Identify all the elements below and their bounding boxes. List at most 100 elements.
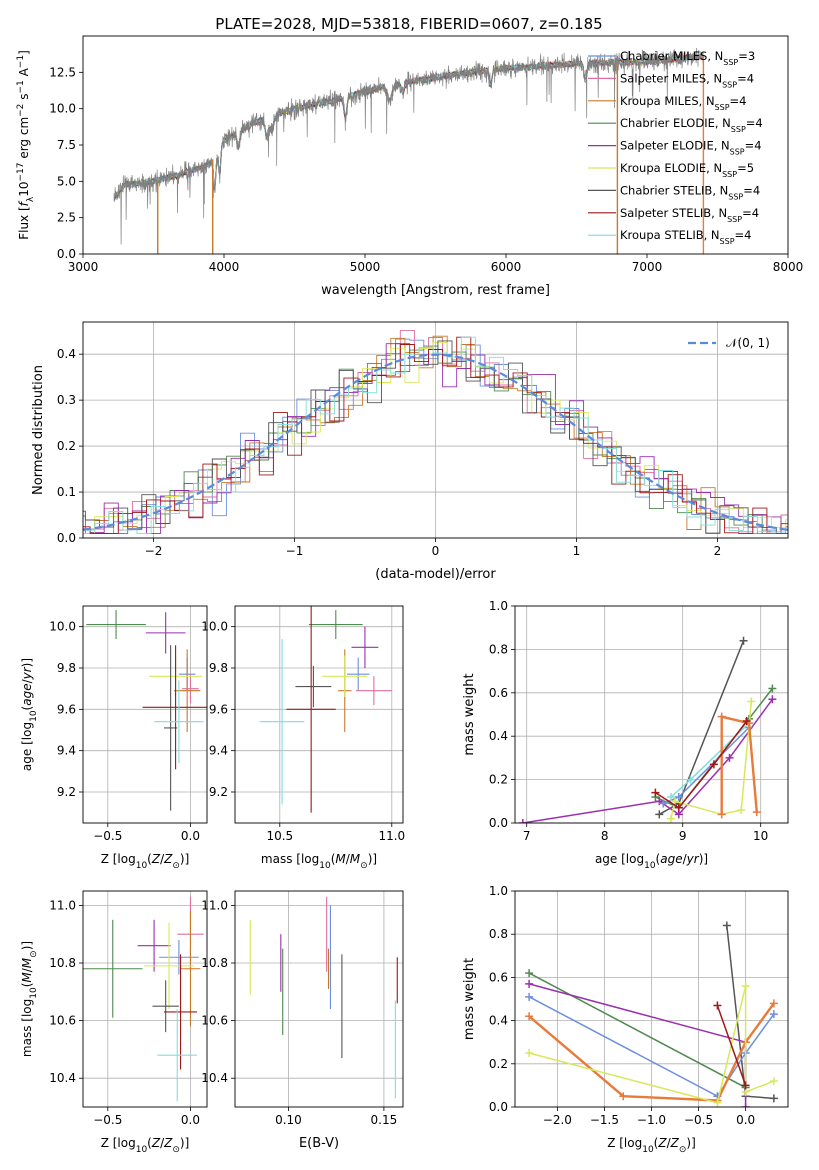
error-bar-point bbox=[355, 676, 392, 706]
y-tick-label: 0.0 bbox=[489, 816, 508, 830]
weight-marker bbox=[525, 1012, 534, 1021]
plot-area bbox=[259, 606, 392, 813]
x-tick-label: −0.5 bbox=[93, 829, 122, 843]
error-bar-point bbox=[164, 645, 178, 811]
axes-frame bbox=[82, 890, 208, 1108]
weight-marker bbox=[525, 1049, 534, 1057]
weight-marker bbox=[717, 712, 726, 721]
x-tick-label: 0.15 bbox=[371, 1113, 398, 1127]
y-tick-label: 0.2 bbox=[489, 1057, 508, 1071]
x-axis-label: age [log10(age/yr)] bbox=[595, 852, 708, 871]
legend-entry: Chabrier MILES, NSSP=3 bbox=[620, 49, 755, 67]
x-axis-label: Z [log10(Z/Z⊙)] bbox=[101, 852, 190, 871]
x-axis-label: (data-model)/error bbox=[375, 567, 496, 582]
y-tick-label: 2.5 bbox=[57, 211, 76, 225]
x-tick-label: 9 bbox=[679, 829, 687, 843]
y-tick-label: 10.6 bbox=[49, 1014, 76, 1028]
x-tick-label: 0.10 bbox=[275, 1113, 302, 1127]
x-tick-label: 3000 bbox=[68, 260, 99, 274]
weight-marker bbox=[741, 982, 750, 991]
weight-series bbox=[651, 684, 777, 812]
error-bar-point bbox=[142, 645, 207, 770]
y-tick-label: 0.8 bbox=[489, 927, 508, 941]
legend-entry: Salpeter ELODIE, NSSP=4 bbox=[620, 139, 762, 157]
x-tick-label: 4000 bbox=[209, 260, 240, 274]
y-tick-label: 1.0 bbox=[489, 599, 508, 613]
legend-entry: Salpeter STELIB, NSSP=4 bbox=[620, 206, 759, 224]
weight-series bbox=[655, 636, 748, 819]
x-tick-label: 0.0 bbox=[181, 1113, 200, 1127]
y-tick-label: 0.6 bbox=[489, 686, 508, 700]
weight-marker bbox=[525, 969, 534, 978]
error-bar-point bbox=[152, 980, 179, 1033]
weight-line bbox=[528, 972, 747, 1089]
weight-marker bbox=[769, 999, 778, 1008]
weight-marker bbox=[674, 803, 683, 812]
x-axis-label: E(B-V) bbox=[299, 1136, 339, 1151]
error-bar-point bbox=[182, 674, 199, 704]
y-tick-label: 9.4 bbox=[209, 744, 228, 758]
y-axis-label: Flux [fλ10−17 erg cm−2 s−1 A−1] bbox=[16, 50, 36, 240]
x-tick-label: 7000 bbox=[632, 260, 663, 274]
weight-series bbox=[717, 712, 761, 819]
y-tick-label: 11.0 bbox=[201, 898, 228, 912]
plot-area bbox=[83, 329, 788, 534]
x-tick-label: 10.5 bbox=[266, 829, 293, 843]
y-tick-label: 0.2 bbox=[489, 773, 508, 787]
x-tick-label: −2 bbox=[145, 544, 163, 558]
y-tick-label: 10.0 bbox=[49, 620, 76, 634]
y-tick-label: 9.2 bbox=[209, 785, 228, 799]
y-tick-label: 0.4 bbox=[489, 729, 508, 743]
error-bar-point bbox=[159, 939, 199, 975]
weight-marker bbox=[752, 808, 761, 817]
panel-z-age: −0.5 0.0 9.2 9.4 9.6 9.8 10.0 Z [log10(Z/Z⊙)] ag… bbox=[20, 605, 208, 871]
y-axis-label: Normed distribution bbox=[31, 365, 46, 495]
weight-line bbox=[654, 720, 748, 809]
x-tick-label: 2 bbox=[714, 544, 722, 558]
y-tick-label: 10.0 bbox=[49, 102, 76, 116]
y-tick-label: 5.0 bbox=[57, 174, 76, 188]
y-tick-label: 9.6 bbox=[57, 702, 76, 716]
y-tick-label: 0.0 bbox=[489, 1100, 508, 1114]
weight-marker bbox=[769, 1010, 778, 1019]
plot-area bbox=[86, 610, 207, 811]
y-tick-label: 9.2 bbox=[57, 785, 76, 799]
y-tick-label: 1.0 bbox=[489, 884, 508, 898]
y-axis-label: mass weight bbox=[462, 673, 477, 755]
y-tick-label: 0.4 bbox=[489, 1014, 508, 1028]
y-tick-label: 0.6 bbox=[489, 970, 508, 984]
legend-entry: Salpeter MILES, NSSP=4 bbox=[620, 71, 754, 89]
plot-area bbox=[525, 921, 778, 1107]
error-bar-point bbox=[322, 655, 368, 697]
weight-marker bbox=[525, 992, 534, 1001]
y-tick-label: 10.4 bbox=[201, 1071, 228, 1085]
weight-line bbox=[528, 996, 775, 1098]
error-bar-point bbox=[308, 610, 363, 640]
x-tick-label: 1 bbox=[573, 544, 581, 558]
error-bar-point bbox=[295, 665, 332, 708]
x-axis-label: wavelength [Angstrom, rest frame] bbox=[321, 283, 550, 298]
weight-marker bbox=[741, 1103, 750, 1107]
x-tick-label: 0.0 bbox=[736, 1113, 755, 1127]
weight-series bbox=[525, 982, 778, 1107]
legend: Chabrier MILES, NSSP=3 Salpeter MILES, NS… bbox=[588, 49, 763, 246]
y-tick-label: 7.5 bbox=[57, 138, 76, 152]
plot-area bbox=[83, 896, 204, 1102]
y-tick-label: 10.8 bbox=[49, 956, 76, 970]
axes-frame bbox=[514, 890, 789, 1108]
x-tick-label: 8 bbox=[601, 829, 609, 843]
x-axis-label: mass [log10(M/M⊙)] bbox=[261, 852, 377, 871]
panel-z-weight: −2.0 −1.5 −1.0 −0.5 0.0 0.0 0.2 0.4 0.6 0.8 1.0 Z [… bbox=[462, 884, 789, 1155]
x-tick-label: 0.0 bbox=[181, 829, 200, 843]
weight-series bbox=[713, 1001, 750, 1090]
x-tick-label: −1.5 bbox=[590, 1113, 619, 1127]
y-tick-label: 9.8 bbox=[57, 661, 76, 675]
x-tick-label: 10 bbox=[753, 829, 768, 843]
y-tick-label: 0.0 bbox=[57, 531, 76, 545]
x-axis-label: Z [log10(Z/Z⊙)] bbox=[607, 1136, 696, 1155]
axes-frame bbox=[82, 605, 208, 824]
y-tick-label: 0.3 bbox=[57, 393, 76, 407]
x-tick-label: −0.5 bbox=[684, 1113, 713, 1127]
y-axis-label: age [log10(age/yr)] bbox=[20, 658, 39, 771]
